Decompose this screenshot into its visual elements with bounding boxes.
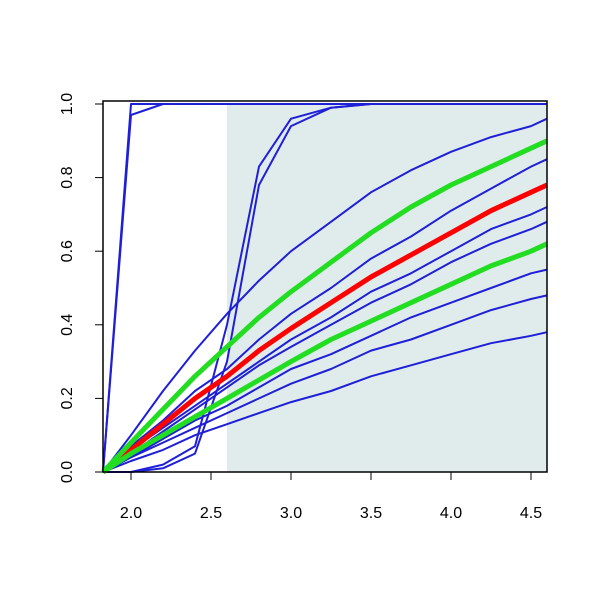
x-tick-label: 4.0 bbox=[440, 505, 462, 522]
x-tick-label: 4.5 bbox=[520, 505, 542, 522]
x-tick-label: 3.5 bbox=[360, 505, 382, 522]
data-line bbox=[101, 182, 549, 474]
x-tick-label: 2.5 bbox=[200, 505, 222, 522]
data-line bbox=[102, 294, 548, 473]
data-line bbox=[102, 158, 548, 473]
data-line bbox=[103, 103, 547, 473]
y-tick-label: 0.0 bbox=[59, 461, 76, 483]
data-line bbox=[102, 268, 548, 473]
data-line bbox=[101, 138, 549, 474]
x-tick-label: 2.0 bbox=[120, 505, 142, 522]
x-tick-label: 3.0 bbox=[280, 505, 302, 522]
y-tick-label: 0.2 bbox=[59, 387, 76, 409]
data-line bbox=[102, 206, 548, 473]
data-line bbox=[102, 220, 548, 473]
y-tick-label: 1.0 bbox=[59, 93, 76, 115]
data-line bbox=[102, 117, 548, 473]
y-tick-label: 0.4 bbox=[59, 314, 76, 336]
data-line bbox=[101, 241, 549, 475]
shaded-region bbox=[227, 104, 547, 472]
plot-frame bbox=[102, 100, 548, 473]
y-tick-label: 0.8 bbox=[59, 166, 76, 188]
y-tick-label: 0.6 bbox=[59, 240, 76, 262]
data-line bbox=[102, 331, 548, 473]
